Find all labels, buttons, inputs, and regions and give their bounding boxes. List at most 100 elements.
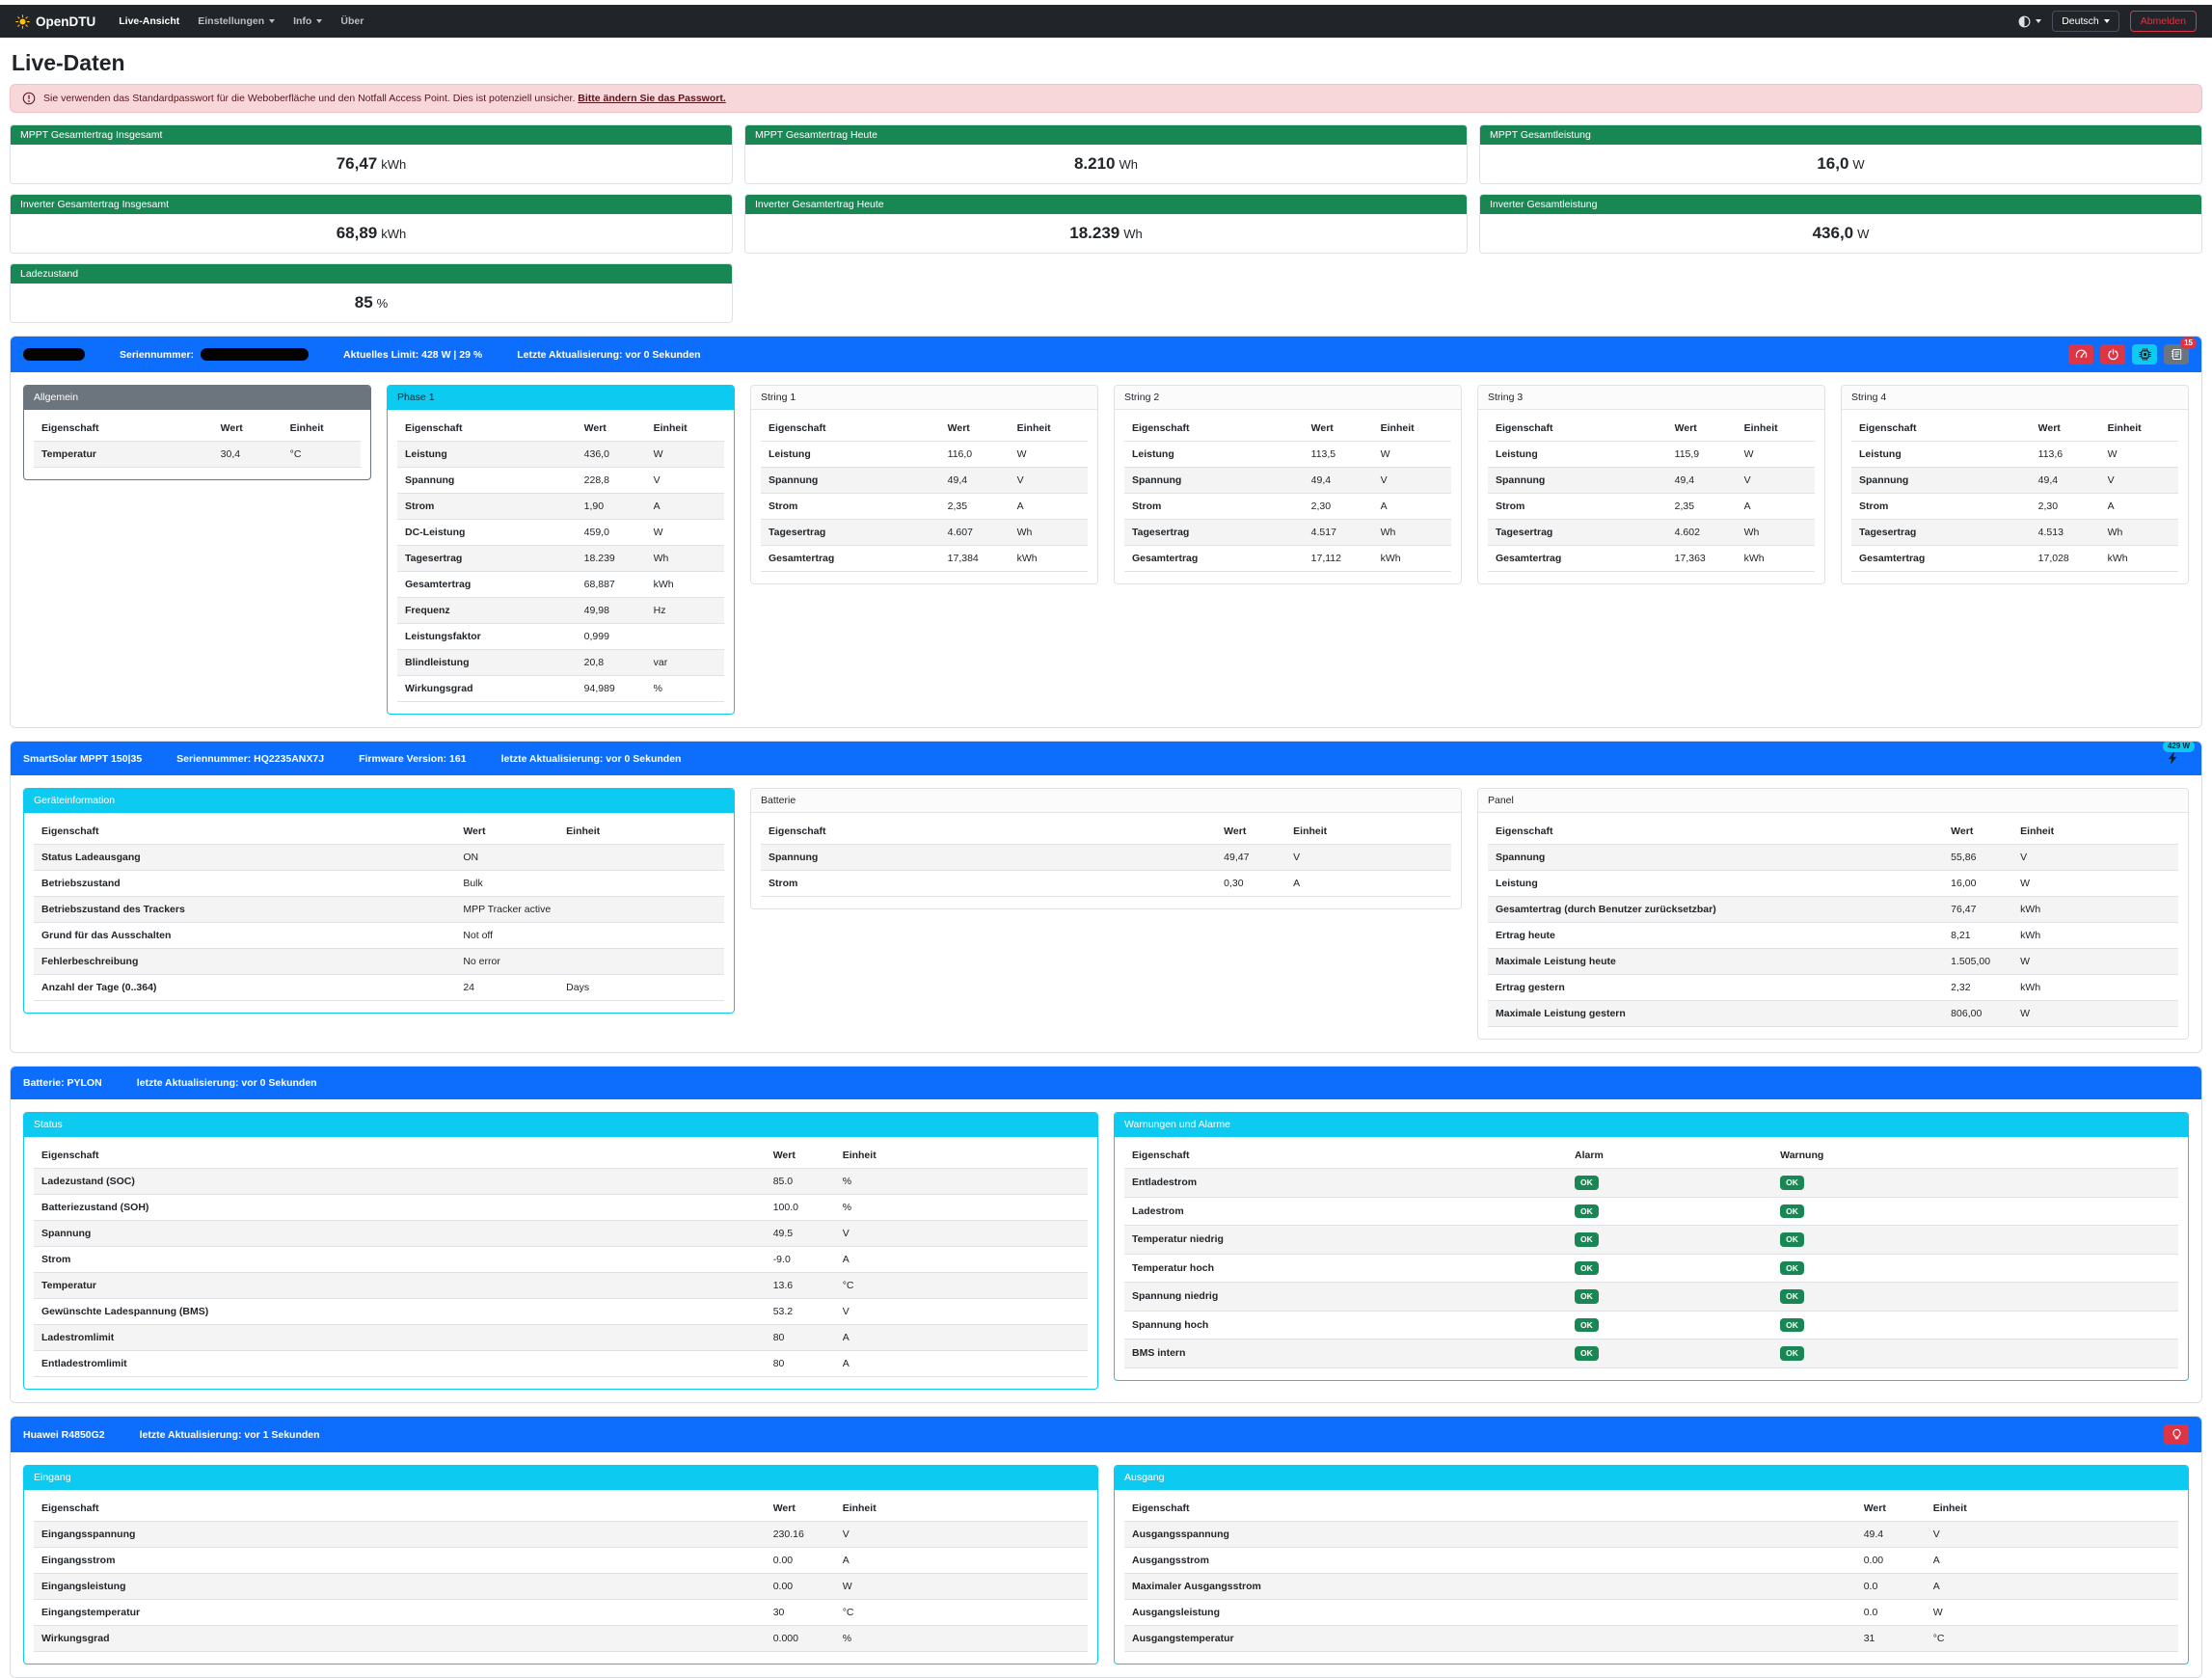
summary-card: Inverter Gesamtertrag Heute 18.239 Wh [744,194,1468,254]
table-row: Tagesertrag 4.602 Wh [1488,519,1815,546]
victron-battery-card: Batterie Eigenschaft Wert Einheit Spannung 4… [750,788,1462,909]
navbar-right: Deutsch Abmelden [2018,11,2197,32]
property-value: Not off [455,922,559,949]
card-title: Status [24,1113,1097,1137]
nav-info[interactable]: Info [293,15,323,27]
table-row: Gesamtertrag 17,384 kWh [761,545,1088,572]
language-selector[interactable]: Deutsch [2052,11,2119,32]
inverter-section: Seriennummer: Aktuelles Limit: 428 W | 2… [10,336,2202,728]
table-row: Maximale Leistung heute 1.505,00 W [1488,948,2178,975]
properties-table: Eigenschaft Wert Einheit Temperatur 30,4 °C [34,416,361,468]
property-name: Strom [1851,493,2031,520]
property-name: Leistung [761,441,940,468]
property-value: 228,8 [576,467,646,494]
property-value: 49,47 [1216,844,1286,871]
summary-card-title: Inverter Gesamtleistung [1480,195,2201,214]
table-row: Gesamtertrag (durch Benutzer zurücksetzb… [1488,896,2178,923]
table-row: Spannung 49,4 V [1488,467,1815,494]
last-update: letzte Aktualisierung: vor 0 Sekunden [500,752,682,765]
journal-icon [2171,348,2181,361]
table-row: Strom 0,30 A [761,870,1451,897]
property-name: Spannung niedrig [1124,1282,1568,1312]
property-unit: A [1009,493,1088,520]
property-unit: % [834,1625,1088,1652]
property-value: 49.5 [765,1220,835,1247]
property-value: 17,028 [2030,545,2100,572]
property-name: Ausgangstemperatur [1124,1625,1856,1652]
column-header: Eigenschaft [1124,1143,1568,1169]
alert-text: Sie verwenden das Standardpasswort für d… [43,93,726,104]
property-unit [558,870,724,897]
summary-card-value: 16,0 [1817,154,1849,173]
property-name: Ladestromlimit [34,1324,766,1351]
string1-card: String 1 Eigenschaft Wert Einheit Leistung 1… [750,385,1098,584]
status-cell: OK [1772,1225,2178,1255]
brand[interactable]: OpenDTU [15,14,95,29]
property-name: Tagesertrag [1488,519,1667,546]
card-title: Eingang [24,1466,1097,1490]
column-header: Eigenschaft [34,1143,766,1169]
table-row: Temperatur niedrig OK OK [1124,1225,2178,1255]
summary-card-body: 85% [11,284,732,322]
properties-table: Eigenschaft Wert Einheit Ladezustand (SOC) 8… [34,1143,1088,1377]
nav-einstellungen[interactable]: Einstellungen [198,15,276,27]
column-header: Wert [1855,1496,1926,1522]
summary-card-value: 85 [354,293,373,311]
property-name: Tagesertrag [1851,519,2031,546]
summary-card: MPPT Gesamtleistung 16,0 W [1479,124,2202,184]
properties-table: Eigenschaft Alarm Warnung Entladestrom OK OK L… [1124,1143,2178,1368]
property-value: 18.239 [576,545,646,572]
logout-button[interactable]: Abmelden [2129,11,2197,32]
nav-ueber[interactable]: Über [340,15,364,27]
summary-card-value: 436,0 [1812,224,1854,242]
property-unit: W [2012,870,2178,897]
property-unit: V [2099,467,2178,494]
event-log-button[interactable]: 15 [2164,338,2197,365]
chevron-down-icon [316,19,323,23]
column-header: Einheit [2099,416,2178,442]
nav-live-ansicht[interactable]: Live-Ansicht [119,15,180,27]
property-value: 17,384 [939,545,1010,572]
warnings-alarms-card: Warnungen und Alarme Eigenschaft Alarm War… [1114,1112,2189,1381]
power-limit-button[interactable] [2164,1424,2189,1445]
properties-table: Eigenschaft Wert Einheit Eingangsspannung 23… [34,1496,1088,1652]
table-row: Eingangstemperatur 30 °C [34,1599,1088,1626]
change-password-link[interactable]: Bitte ändern Sie das Passwort. [578,93,726,104]
limit-settings-button[interactable] [2068,344,2093,365]
power-settings-button[interactable] [2100,344,2125,365]
property-unit: V [645,467,724,494]
panel-card: Panel Eigenschaft Wert Einheit Spannung 55,8… [1477,788,2189,1040]
column-header: Eigenschaft [761,819,1217,845]
table-row: Eingangsstrom 0.00 A [34,1547,1088,1574]
property-unit: V [834,1298,1088,1325]
device-info-button[interactable] [2132,344,2157,365]
summary-card-title: MPPT Gesamtertrag Insgesamt [11,125,732,145]
summary-card-body: 436,0 W [1480,214,2201,253]
theme-toggle[interactable] [2018,15,2042,28]
property-name: Spannung [1488,467,1667,494]
property-name: DC-Leistung [397,519,577,546]
victron-body: Geräteinformation Eigenschaft Wert Einheit… [11,775,2201,1052]
status-cell: OK [1772,1197,2178,1226]
status-cell: OK [1567,1225,1773,1255]
property-name: Temperatur [34,1272,766,1299]
table-row: Ausgangsleistung 0.0 W [1124,1599,2178,1626]
victron-section: SmartSolar MPPT 150|35 Seriennummer: HQ2… [10,741,2202,1053]
table-row: DC-Leistung 459,0 W [397,519,724,546]
table-row: Betriebszustand Bulk [34,870,724,897]
property-value: 20,8 [576,649,646,676]
table-row: Leistung 113,5 W [1124,441,1451,468]
summary-card-unit: W [1852,157,1865,172]
password-warning-alert: Sie verwenden das Standardpasswort für d… [10,84,2202,113]
summary-card-unit: kWh [381,157,407,172]
table-row: Spannung 228,8 V [397,467,724,494]
property-name: Entladestromlimit [34,1350,766,1377]
navbar: OpenDTU Live-Ansicht Einstellungen Info … [0,5,2212,38]
table-row: Spannung 49,4 V [1851,467,2178,494]
property-value: 113,6 [2030,441,2100,468]
properties-table: Eigenschaft Wert Einheit Leistung 116,0 W Span… [761,416,1088,572]
card-title: Batterie [751,789,1461,813]
property-value: 2,35 [1666,493,1737,520]
column-header: Einheit [834,1143,1088,1169]
huawei-actions [2164,1424,2189,1445]
